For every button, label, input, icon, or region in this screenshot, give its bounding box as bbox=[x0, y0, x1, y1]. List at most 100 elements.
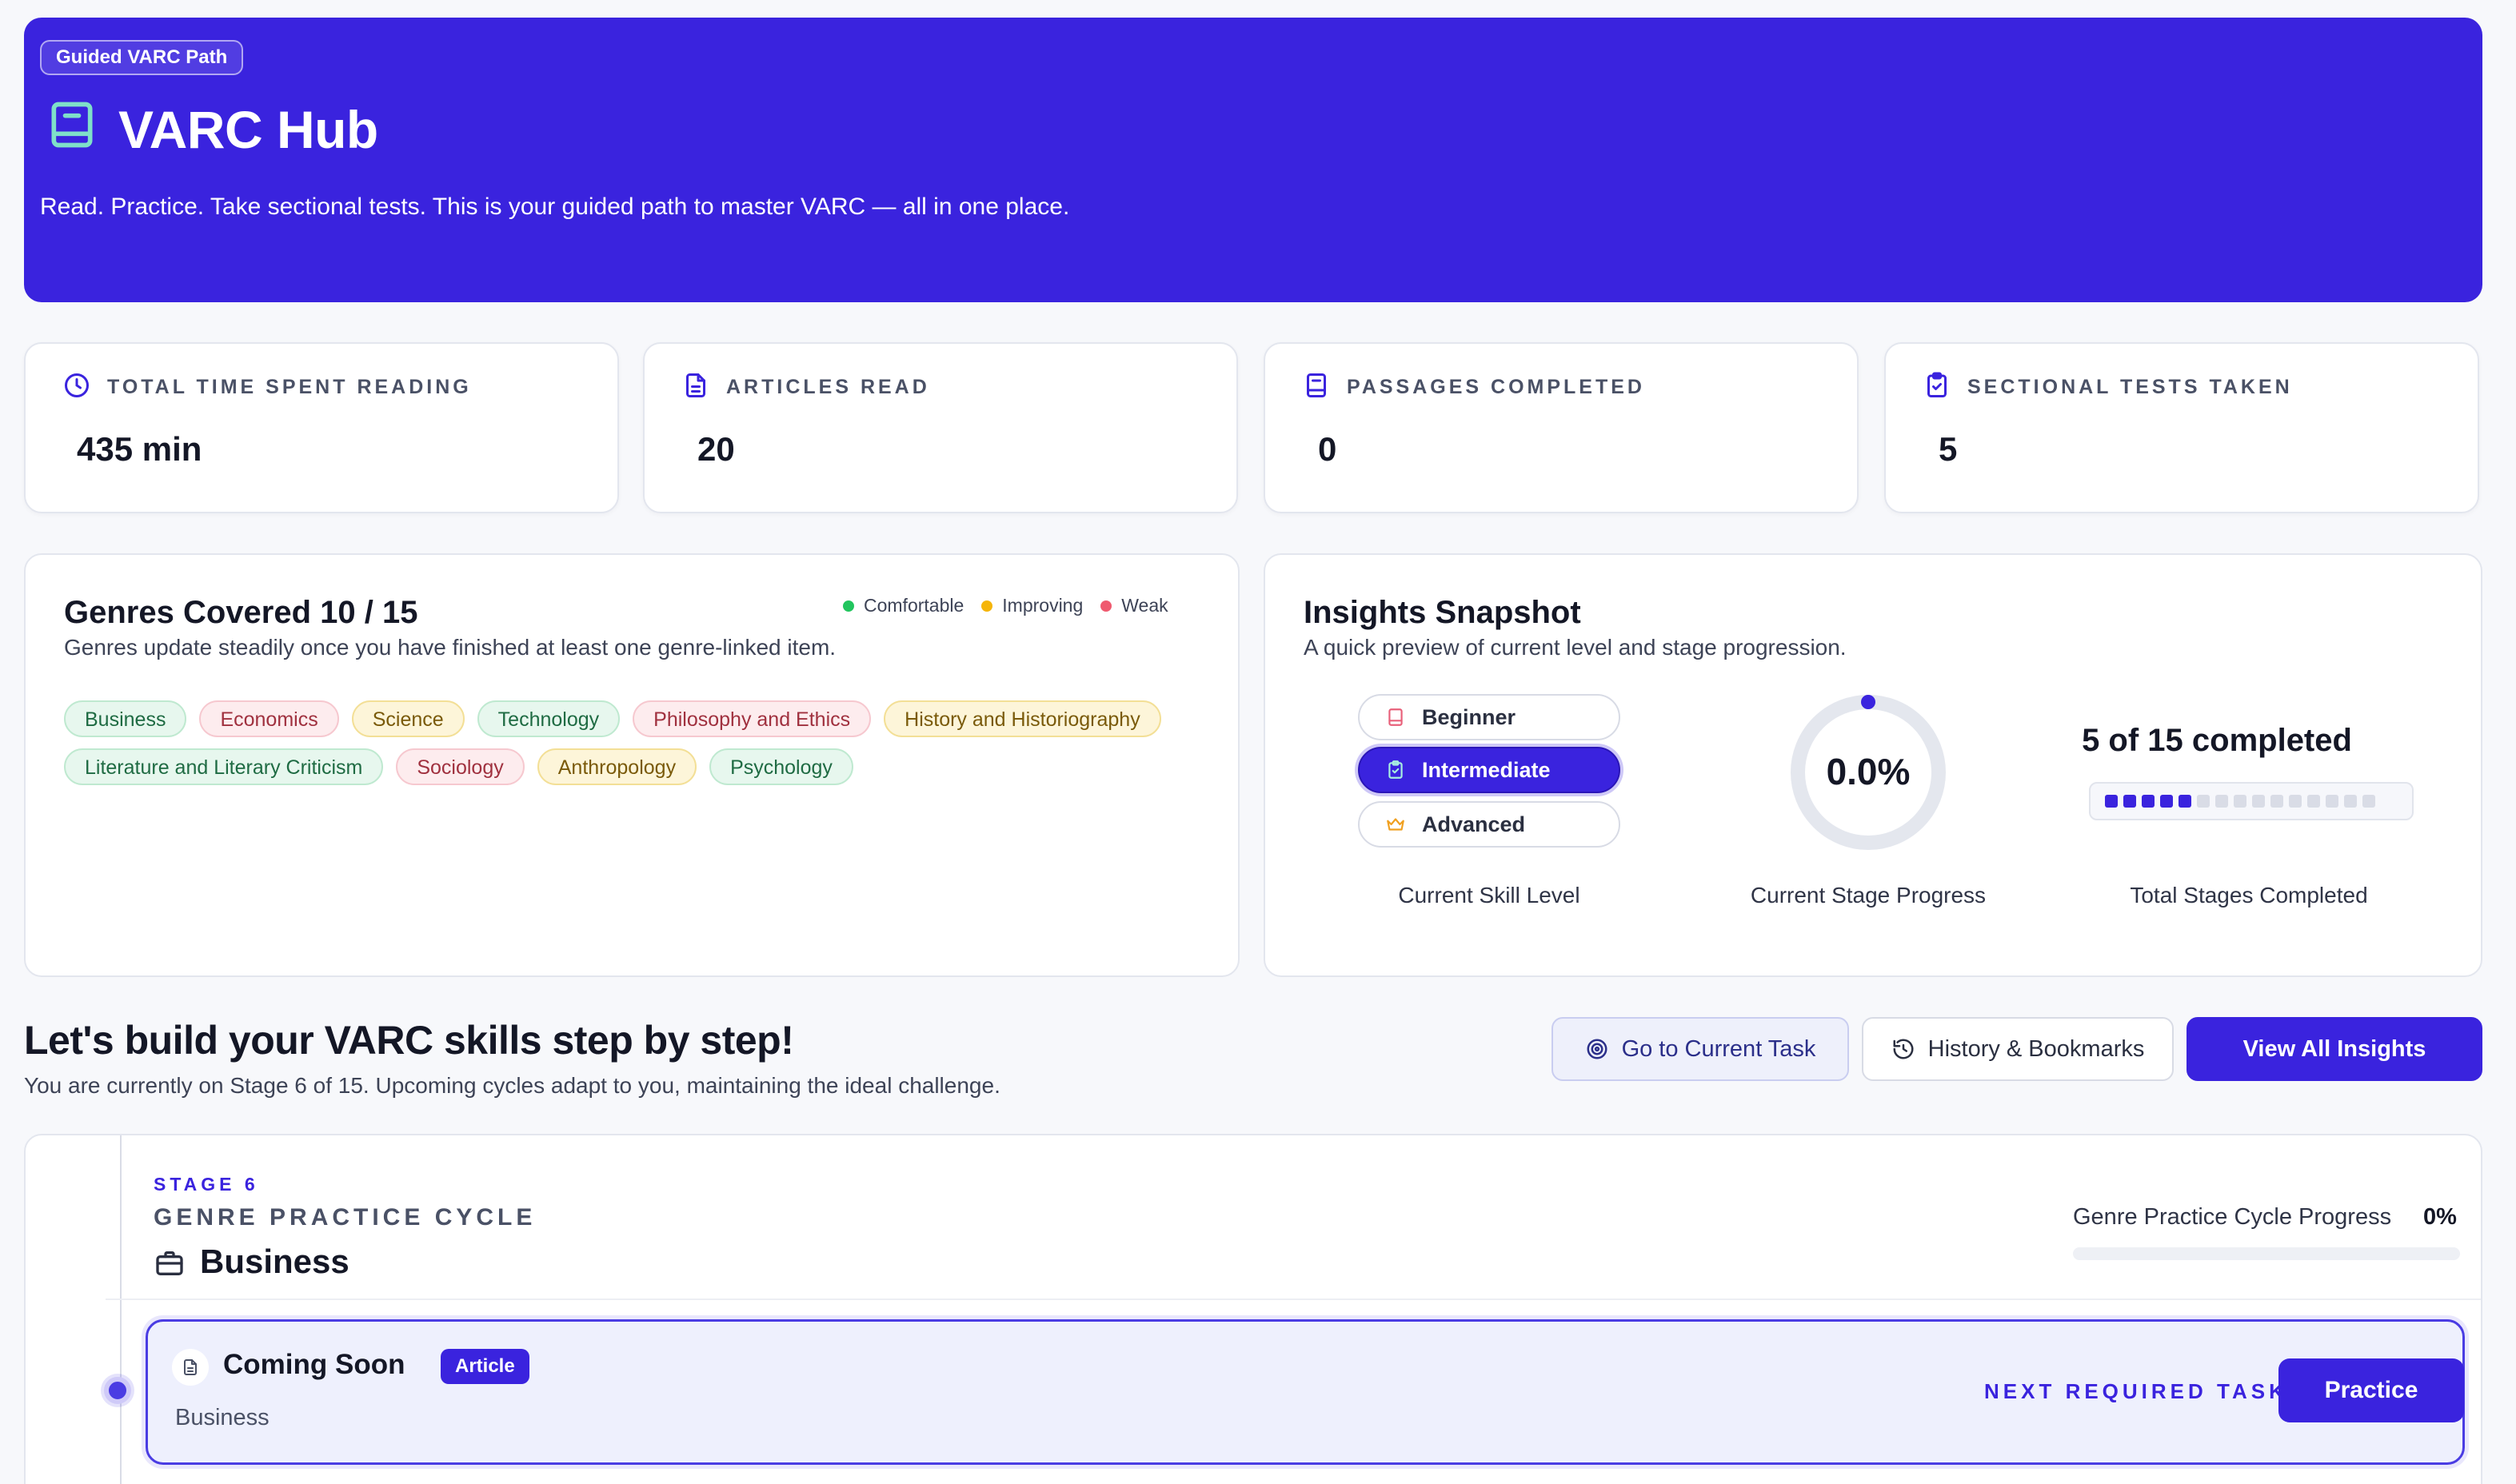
crown-icon bbox=[1387, 818, 1404, 831]
insights-subtitle: A quick preview of current level and sta… bbox=[1304, 635, 1847, 660]
practice-button[interactable]: Practice bbox=[2278, 1358, 2464, 1422]
genre-chip: Anthropology bbox=[537, 748, 697, 785]
stat-value: 20 bbox=[697, 430, 735, 468]
section-subtitle: You are currently on Stage 6 of 15. Upco… bbox=[24, 1073, 1000, 1098]
cycle-progress-value: 0% bbox=[2423, 1204, 2457, 1230]
insights-panel: Insights Snapshot A quick preview of cur… bbox=[1264, 553, 2482, 977]
task-card[interactable]: Coming Soon Article Business NEXT REQUIR… bbox=[146, 1319, 2465, 1465]
clock-icon bbox=[62, 371, 91, 400]
stages-caption: Total Stages Completed bbox=[2130, 883, 2368, 908]
task-genre: Business bbox=[175, 1405, 270, 1430]
genre-chip: Business bbox=[64, 700, 187, 737]
level-beginner[interactable]: Beginner bbox=[1358, 694, 1620, 740]
genre-chip: Philosophy and Ethics bbox=[633, 700, 872, 737]
stat-card-tests: SECTIONAL TESTS TAKEN 5 bbox=[1884, 342, 2479, 513]
legend-dot bbox=[981, 600, 993, 612]
clipboard-check-icon bbox=[1923, 371, 1951, 400]
book-icon bbox=[45, 98, 99, 152]
view-all-insights-button[interactable]: View All Insights bbox=[2187, 1017, 2482, 1081]
stat-value: 435 min bbox=[77, 430, 202, 468]
book-icon bbox=[1388, 708, 1403, 726]
stage-square-pending bbox=[2234, 795, 2246, 808]
stat-label: TOTAL TIME SPENT READING bbox=[107, 376, 472, 398]
legend-dot bbox=[1100, 600, 1112, 612]
stage-square-completed bbox=[2160, 795, 2173, 808]
stage-genre: Business bbox=[200, 1243, 349, 1280]
page-title: VARC Hub bbox=[118, 100, 378, 159]
stat-card-time: TOTAL TIME SPENT READING 435 min bbox=[24, 342, 619, 513]
stage-square-pending bbox=[2270, 795, 2283, 808]
level-label: Intermediate bbox=[1422, 757, 1551, 782]
stages-completed-text: 5 of 15 completed bbox=[2082, 723, 2352, 758]
legend-item-weak: Weak bbox=[1100, 595, 1168, 616]
hero-badge: Guided VARC Path bbox=[40, 40, 244, 75]
genre-chip: Psychology bbox=[709, 748, 853, 785]
divider bbox=[106, 1298, 2481, 1300]
button-label: Go to Current Task bbox=[1621, 1035, 1816, 1062]
genre-chip: Sociology bbox=[396, 748, 525, 785]
level-label: Advanced bbox=[1422, 812, 1526, 836]
section-title: Let's build your VARC skills step by ste… bbox=[24, 1018, 794, 1063]
cycle-progress-label: Genre Practice Cycle Progress bbox=[2073, 1204, 2392, 1230]
button-label: History & Bookmarks bbox=[1927, 1035, 2145, 1062]
legend-dot bbox=[843, 600, 854, 612]
cycle-progress-bar bbox=[2073, 1247, 2460, 1260]
stage-number: STAGE 6 bbox=[154, 1174, 259, 1195]
stages-completed-track bbox=[2089, 782, 2414, 820]
stage-kind: GENRE PRACTICE CYCLE bbox=[154, 1204, 537, 1231]
stage-progress-ring bbox=[1791, 695, 1946, 850]
hero-banner bbox=[24, 18, 2482, 302]
stage-square-pending bbox=[2362, 795, 2375, 808]
stage-square-pending bbox=[2215, 795, 2228, 808]
legend-label: Comfortable bbox=[864, 595, 964, 616]
legend-item-improving: Improving bbox=[981, 595, 1083, 616]
stage-square-pending bbox=[2289, 795, 2302, 808]
insights-title: Insights Snapshot bbox=[1304, 595, 1581, 630]
stage-card: STAGE 6 GENRE PRACTICE CYCLE Business Ge… bbox=[24, 1134, 2482, 1484]
document-icon bbox=[681, 371, 710, 400]
stage-square-pending bbox=[2197, 795, 2210, 808]
clipboard-icon bbox=[1388, 760, 1403, 779]
genres-legend: Comfortable Improving Weak bbox=[843, 595, 1168, 616]
stat-label: ARTICLES READ bbox=[726, 376, 930, 398]
timeline-current-marker bbox=[104, 1377, 131, 1404]
level-advanced[interactable]: Advanced bbox=[1358, 801, 1620, 848]
genre-chip-list: Business Economics Science Technology Ph… bbox=[64, 700, 1216, 785]
briefcase-icon bbox=[154, 1247, 186, 1279]
stage-square-completed bbox=[2142, 795, 2155, 808]
stage-square-pending bbox=[2252, 795, 2265, 808]
skill-level-caption: Current Skill Level bbox=[1398, 883, 1580, 908]
level-label: Beginner bbox=[1422, 704, 1516, 729]
genres-panel: Genres Covered 10 / 15 Genres update ste… bbox=[24, 553, 1240, 977]
genre-chip: Literature and Literary Criticism bbox=[64, 748, 384, 785]
document-icon bbox=[172, 1349, 209, 1386]
genres-subtitle: Genres update steadily once you have fin… bbox=[64, 635, 837, 660]
button-label: View All Insights bbox=[2242, 1035, 2426, 1062]
legend-label: Weak bbox=[1121, 595, 1168, 616]
next-required-label: NEXT REQUIRED TASK bbox=[1984, 1379, 2288, 1403]
stage-square-completed bbox=[2105, 795, 2118, 808]
level-intermediate[interactable]: Intermediate bbox=[1358, 747, 1620, 793]
genre-chip: Economics bbox=[199, 700, 339, 737]
history-bookmarks-button[interactable]: History & Bookmarks bbox=[1862, 1017, 2174, 1081]
stat-card-passages: PASSAGES COMPLETED 0 bbox=[1264, 342, 1859, 513]
book-icon bbox=[1302, 371, 1331, 400]
history-icon bbox=[1893, 1039, 1914, 1059]
target-icon bbox=[1587, 1039, 1607, 1059]
stat-label: PASSAGES COMPLETED bbox=[1347, 376, 1645, 398]
stage-square-pending bbox=[2307, 795, 2320, 808]
genre-chip: History and Historiography bbox=[884, 700, 1161, 737]
stage-square-pending bbox=[2344, 795, 2357, 808]
stage-progress-caption: Current Stage Progress bbox=[1750, 883, 1987, 908]
genre-chip: Technology bbox=[477, 700, 621, 737]
stat-value: 0 bbox=[1318, 430, 1337, 468]
hero-description: Read. Practice. Take sectional tests. Th… bbox=[40, 193, 1070, 220]
legend-label: Improving bbox=[1002, 595, 1084, 616]
task-title: Coming Soon bbox=[223, 1349, 405, 1380]
go-to-current-task-button[interactable]: Go to Current Task bbox=[1552, 1017, 1849, 1081]
legend-item-comfortable: Comfortable bbox=[843, 595, 964, 616]
stage-square-completed bbox=[2123, 795, 2136, 808]
stage-square-pending bbox=[2326, 795, 2338, 808]
task-type-badge: Article bbox=[441, 1349, 529, 1384]
stat-card-articles: ARTICLES READ 20 bbox=[643, 342, 1238, 513]
